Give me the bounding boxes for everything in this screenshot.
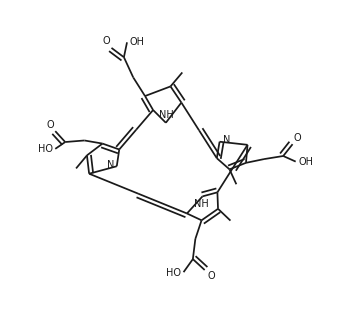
Text: N: N (223, 135, 230, 145)
Text: OH: OH (298, 157, 313, 167)
Text: O: O (294, 133, 301, 143)
Text: NH: NH (159, 110, 174, 120)
Text: OH: OH (130, 37, 145, 47)
Text: NH: NH (194, 199, 208, 209)
Text: O: O (102, 37, 110, 46)
Text: O: O (46, 119, 54, 129)
Text: N: N (107, 160, 114, 170)
Text: HO: HO (38, 144, 53, 154)
Text: O: O (208, 271, 216, 280)
Text: HO: HO (166, 268, 181, 278)
